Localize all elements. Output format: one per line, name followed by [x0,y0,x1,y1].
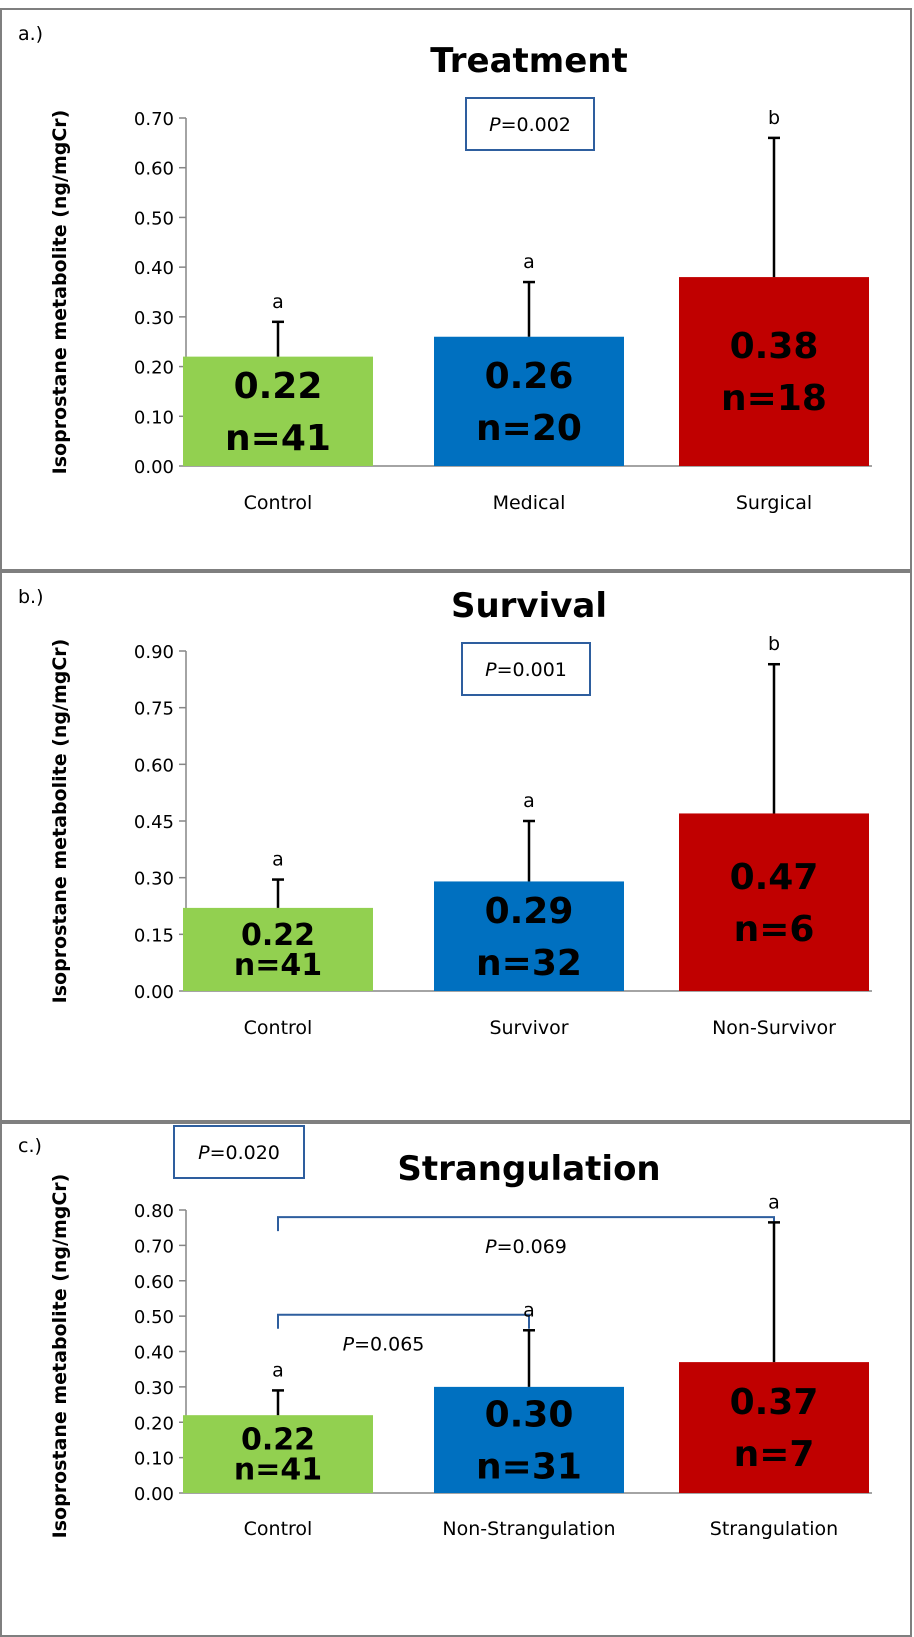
y-tick-label: 0.10 [134,407,174,428]
p-value-label: P=0.002 [489,114,571,136]
chart-title: Strangulation [397,1149,660,1189]
y-tick-label: 0.30 [134,1378,174,1399]
significance-bracket [277,1216,775,1232]
bar [183,356,373,466]
panel-label: c.) [18,1135,42,1157]
y-tick-label: 0.60 [134,755,174,776]
y-tick-label: 0.40 [134,1343,174,1364]
bar-value-label: 0.22 [241,1423,315,1458]
p-value-box [461,642,591,696]
y-axis-label: Isoprostane metabolite (ng/mgCr) [49,1174,71,1539]
y-tick-label: 0.60 [134,159,174,180]
y-tick-label: 0.50 [134,208,174,229]
x-category-label: Medical [493,492,566,514]
bar-n-label: n=7 [734,1434,815,1475]
bar-value-label: 0.26 [485,356,574,397]
significance-letter: b [768,633,780,655]
y-tick-label: 0.70 [134,1236,174,1257]
bar [679,277,869,466]
panel-survival: b.) Survival P=0.001 Isoprostane metabolite… [0,571,912,1122]
y-tick-label: 0.60 [134,1272,174,1293]
y-tick-label: 0.15 [134,925,174,946]
significance-letter: b [768,107,780,129]
x-category-label: Control [244,1518,313,1540]
significance-letter: a [523,1299,535,1321]
bar [183,1415,373,1493]
p-value-label: P=0.020 [198,1142,280,1164]
bar-value-label: 0.30 [485,1395,574,1436]
bar-n-label: n=32 [476,943,582,984]
y-tick-label: 0.00 [134,982,174,1003]
y-tick-label: 0.20 [134,1413,174,1434]
bar-value-label: 0.38 [730,326,819,367]
panel-label: a.) [18,23,43,45]
bar [183,907,373,991]
y-tick-label: 0.75 [134,699,174,720]
x-category-label: Non-Survivor [712,1017,836,1039]
x-category-label: Survivor [489,1017,568,1039]
x-category-label: Control [244,1017,313,1039]
x-category-label: Control [244,492,313,514]
bar [434,1386,624,1493]
p-value-label: P=0.001 [485,659,567,681]
y-tick-label: 0.30 [134,308,174,329]
bar-value-label: 0.37 [730,1382,819,1423]
x-category-label: Strangulation [710,1518,838,1540]
y-tick-label: 0.00 [134,457,174,478]
p-value-box [465,97,595,151]
y-axis-label: Isoprostane metabolite (ng/mgCr) [49,639,71,1004]
significance-letter: a [523,790,535,812]
chart-treatment: a.) Treatment P=0.002 Isoprostane metabolit… [18,23,872,514]
x-category-label: Non-Strangulation [442,1518,615,1540]
bar-n-label: n=41 [234,1453,322,1488]
bar [679,1362,869,1493]
y-tick-label: 0.40 [134,258,174,279]
y-tick-label: 0.80 [134,1201,174,1222]
significance-letter: a [523,251,535,273]
p-value-box [173,1125,305,1179]
panel-strangulation: c.) Strangulation P=0.020 Isoprostane metab… [0,1122,912,1637]
bar-n-label: n=31 [476,1447,582,1488]
bar-n-label: n=20 [476,408,582,449]
bar-value-label: 0.29 [485,891,574,932]
bar [434,336,624,466]
chart-survival: b.) Survival P=0.001 Isoprostane metabolite… [18,586,872,1039]
significance-letter: a [272,291,284,313]
y-axis-label: Isoprostane metabolite (ng/mgCr) [49,110,71,475]
y-tick-label: 0.00 [134,1484,174,1505]
bracket-p-label: P=0.065 [343,1334,425,1356]
y-tick-label: 0.10 [134,1449,174,1470]
y-tick-label: 0.90 [134,642,174,663]
y-tick-label: 0.20 [134,358,174,379]
bar-n-label: n=41 [234,948,322,983]
x-category-label: Surgical [736,492,812,514]
y-tick-label: 0.30 [134,869,174,890]
significance-bracket [277,1313,530,1329]
y-tick-label: 0.70 [134,109,174,130]
significance-letter: a [272,1359,284,1381]
panel-treatment: a.) Treatment P=0.002 Isoprostane metabolit… [0,8,912,571]
significance-letter: a [272,849,284,871]
bar-value-label: 0.22 [234,366,323,407]
y-tick-label: 0.50 [134,1307,174,1328]
y-tick-label: 0.45 [134,812,174,833]
bar-n-label: n=41 [225,418,331,459]
bracket-p-label: P=0.069 [485,1236,567,1258]
bar [434,881,624,991]
bar-n-label: n=18 [721,378,827,419]
chart-title: Survival [451,586,607,626]
bar-value-label: 0.47 [730,857,819,898]
bar [679,813,869,991]
chart-strangulation: c.) Strangulation P=0.020 Isoprostane metab… [18,1125,872,1540]
bar-value-label: 0.22 [241,918,315,953]
significance-letter: a [768,1191,780,1213]
panel-label: b.) [18,586,44,608]
chart-title: Treatment [430,41,627,81]
bar-n-label: n=6 [734,909,815,950]
